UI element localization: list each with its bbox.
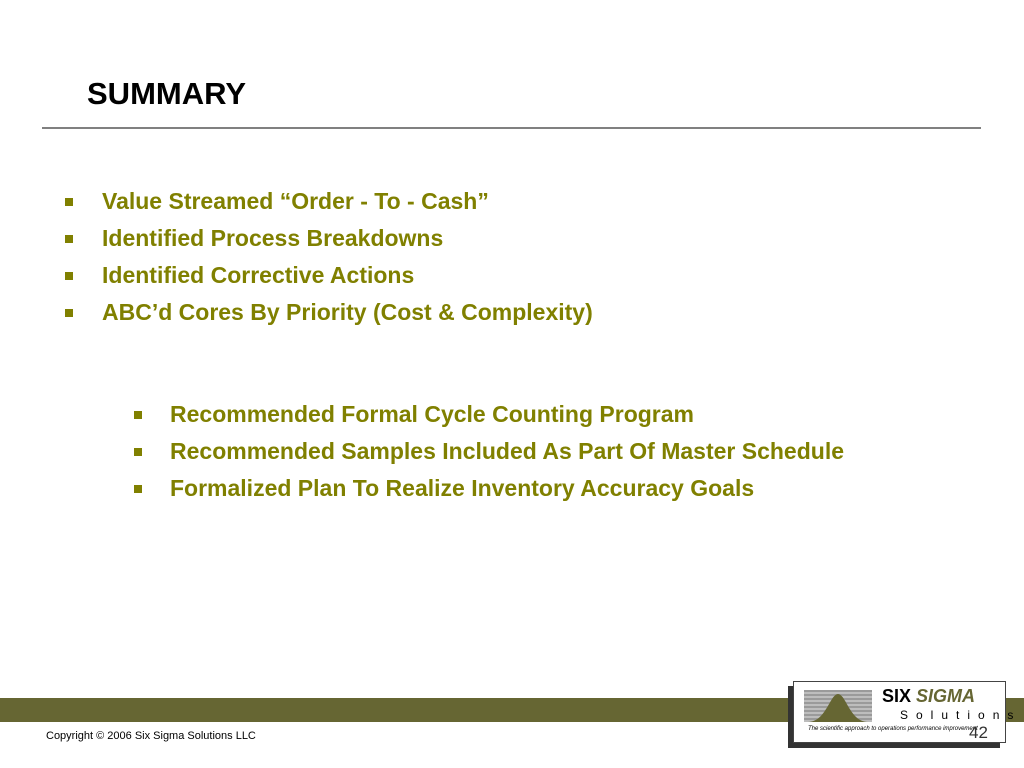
sub-bullet-list: Recommended Formal Cycle Counting Progra…: [134, 400, 844, 511]
page-number: 42: [969, 723, 988, 742]
square-bullet-icon: [134, 411, 142, 419]
square-bullet-icon: [65, 235, 73, 243]
logo-wordmark: SIX SIGMA: [882, 686, 976, 706]
company-logo: SIX SIGMA Solutions The scientific appro…: [793, 681, 1013, 743]
bullet-item: ABC’d Cores By Priority (Cost & Complexi…: [65, 298, 593, 335]
square-bullet-icon: [65, 309, 73, 317]
square-bullet-icon: [65, 272, 73, 280]
square-bullet-icon: [65, 198, 73, 206]
bullet-item: Value Streamed “Order - To - Cash”: [65, 187, 593, 224]
bullet-list: Value Streamed “Order - To - Cash” Ident…: [65, 187, 593, 335]
sub-bullet-item: Recommended Samples Included As Part Of …: [134, 437, 844, 474]
bullet-item: Identified Process Breakdowns: [65, 224, 593, 261]
square-bullet-icon: [134, 485, 142, 493]
title-divider: [42, 127, 981, 129]
bell-curve-icon: [804, 690, 872, 722]
logo-tagline: The scientific approach to operations pe…: [808, 726, 978, 732]
sub-bullet-item: Formalized Plan To Realize Inventory Acc…: [134, 474, 844, 511]
logo-solutions: Solutions: [900, 708, 1022, 722]
bullet-item: Identified Corrective Actions: [65, 261, 593, 298]
slide-title: SUMMARY: [87, 76, 247, 111]
square-bullet-icon: [134, 448, 142, 456]
copyright-text: Copyright © 2006 Six Sigma Solutions LLC: [46, 730, 256, 742]
sub-bullet-item: Recommended Formal Cycle Counting Progra…: [134, 400, 844, 437]
